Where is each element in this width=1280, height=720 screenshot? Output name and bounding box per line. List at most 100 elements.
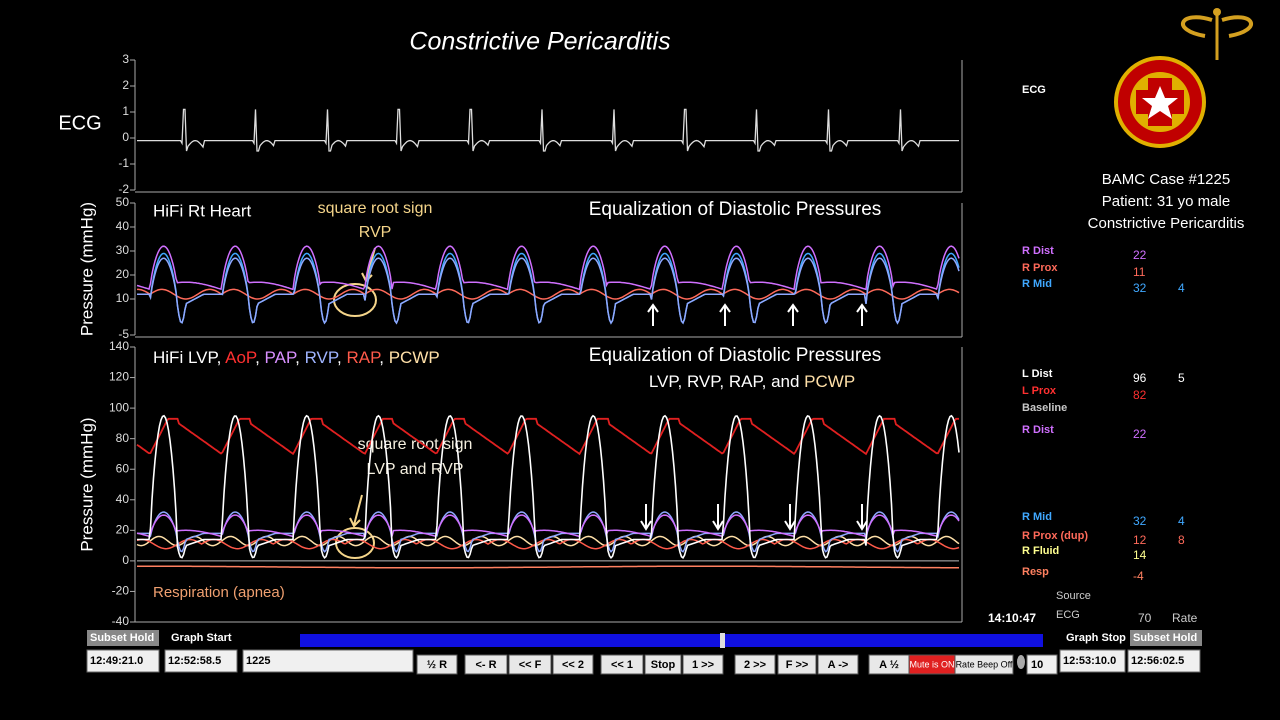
channel-value-2: 8 — [1178, 533, 1185, 547]
button-label[interactable]: <- R — [475, 659, 496, 671]
ecg-trace — [137, 108, 959, 152]
y-axis-label: Pressure (mmHg) — [77, 202, 96, 336]
button[interactable] — [777, 654, 817, 675]
subtitle-part: RAP — [347, 348, 382, 367]
footnote: Respiration (apnea) — [153, 584, 285, 601]
button-label[interactable]: Stop — [651, 659, 676, 671]
y-tick-label: -20 — [112, 584, 130, 598]
panel-heading-2: LVP, RVP, RAP, and PCWP — [649, 372, 855, 391]
channel-name: R Prox — [1022, 262, 1058, 274]
logo — [1114, 8, 1253, 148]
text-field[interactable] — [164, 649, 238, 673]
y-tick-label: 50 — [116, 195, 130, 209]
channel-name: R Mid — [1022, 511, 1052, 523]
channel-name: R Fluid — [1022, 545, 1059, 557]
button[interactable] — [954, 654, 1014, 675]
button[interactable] — [508, 654, 552, 675]
field-value: 1225 — [246, 655, 270, 667]
button-label[interactable]: A ½ — [879, 659, 899, 671]
channel-name: Baseline — [1022, 402, 1067, 414]
button[interactable] — [416, 654, 458, 675]
arrows-up — [647, 303, 868, 326]
highlight-ellipse — [333, 283, 377, 317]
control-label: Subset Hold — [1133, 632, 1197, 644]
label-box — [87, 630, 159, 646]
channel-value: 96 — [1133, 371, 1147, 385]
y-tick-label: 0 — [122, 553, 129, 567]
panel-label: ECG — [58, 112, 101, 134]
y-tick-label: 40 — [116, 492, 130, 506]
button-label[interactable]: 2 >> — [744, 659, 766, 671]
scroll-bar[interactable] — [300, 634, 1043, 647]
subtitle-part: AoP — [225, 348, 257, 367]
annotation: square root sign — [318, 200, 433, 217]
subtitle-part: , — [337, 348, 346, 367]
y-tick-label: 0 — [122, 130, 129, 144]
button-label[interactable]: << 2 — [562, 659, 584, 671]
button-label[interactable]: A -> — [828, 659, 849, 671]
channel-value: 82 — [1133, 388, 1147, 402]
source-name: ECG — [1056, 609, 1080, 621]
button[interactable] — [682, 654, 724, 675]
channel-name: ECG — [1022, 84, 1046, 96]
scroll-thumb[interactable] — [720, 633, 725, 648]
button-label[interactable]: << F — [519, 659, 542, 671]
y-tick-label: 100 — [109, 400, 129, 414]
button[interactable] — [464, 654, 508, 675]
panel-subtitle: HiFi Rt Heart — [153, 201, 252, 220]
button-label[interactable]: F >> — [786, 659, 809, 671]
channel-name: R Mid — [1022, 278, 1052, 290]
control-label: Graph Stop — [1066, 632, 1126, 644]
channel-name: R Dist — [1022, 245, 1054, 257]
channel-value: -4 — [1133, 569, 1144, 583]
button[interactable] — [644, 654, 682, 675]
channel-value-2: 4 — [1178, 281, 1185, 295]
button-label[interactable]: 1 >> — [692, 659, 714, 671]
subtitle-part: RVP — [305, 348, 339, 367]
y-tick-label: 30 — [116, 243, 130, 257]
aop-trace — [136, 417, 959, 456]
channel-value-2: 4 — [1178, 514, 1185, 528]
y-tick-label: 10 — [116, 291, 130, 305]
subtitle-part: PAP — [265, 348, 297, 367]
subtitle-part: , — [295, 348, 304, 367]
pap-trace — [136, 245, 960, 291]
channel-name: L Prox — [1022, 385, 1057, 397]
counter-box[interactable] — [1026, 654, 1058, 675]
channel-value: 32 — [1133, 281, 1147, 295]
y-tick-label: -1 — [118, 156, 129, 170]
panel-subtitle: HiFi LVP, AoP, PAP, RVP, RAP, PCWP — [153, 348, 440, 367]
channel-name: R Dist — [1022, 424, 1054, 436]
button[interactable] — [734, 654, 776, 675]
text-field[interactable] — [1127, 649, 1201, 673]
y-tick-label: 80 — [116, 431, 130, 445]
button[interactable] — [600, 654, 644, 675]
button-label[interactable]: Mute is ON — [909, 659, 954, 669]
channel-value: 12 — [1133, 533, 1147, 547]
text-field[interactable] — [1059, 649, 1126, 673]
y-tick-label: -5 — [118, 327, 129, 341]
rap-trace — [137, 288, 960, 300]
subtitle-part: , — [379, 348, 388, 367]
knob[interactable] — [1017, 655, 1025, 669]
button-label[interactable]: << 1 — [611, 659, 633, 671]
text-field[interactable] — [242, 649, 414, 673]
button-label[interactable]: Rate Beep Off — [956, 659, 1013, 669]
button-label[interactable]: ½ R — [427, 659, 447, 671]
y-tick-label: 120 — [109, 370, 129, 384]
y-tick-label: 3 — [122, 52, 129, 66]
y-tick-label: 40 — [116, 219, 130, 233]
rate-unit: Rate — [1172, 611, 1198, 625]
y-tick-label: -2 — [118, 182, 129, 196]
channel-name: R Prox (dup) — [1022, 530, 1088, 542]
subtitle-part: , — [255, 348, 264, 367]
button[interactable] — [817, 654, 859, 675]
control-label: Subset Hold — [90, 632, 154, 644]
y-axis-label: Pressure (mmHg) — [77, 417, 96, 551]
case-info: Patient: 31 yo male — [1102, 193, 1230, 210]
text-field[interactable] — [86, 649, 160, 673]
button[interactable] — [552, 654, 594, 675]
channel-value-2: 5 — [1178, 371, 1185, 385]
